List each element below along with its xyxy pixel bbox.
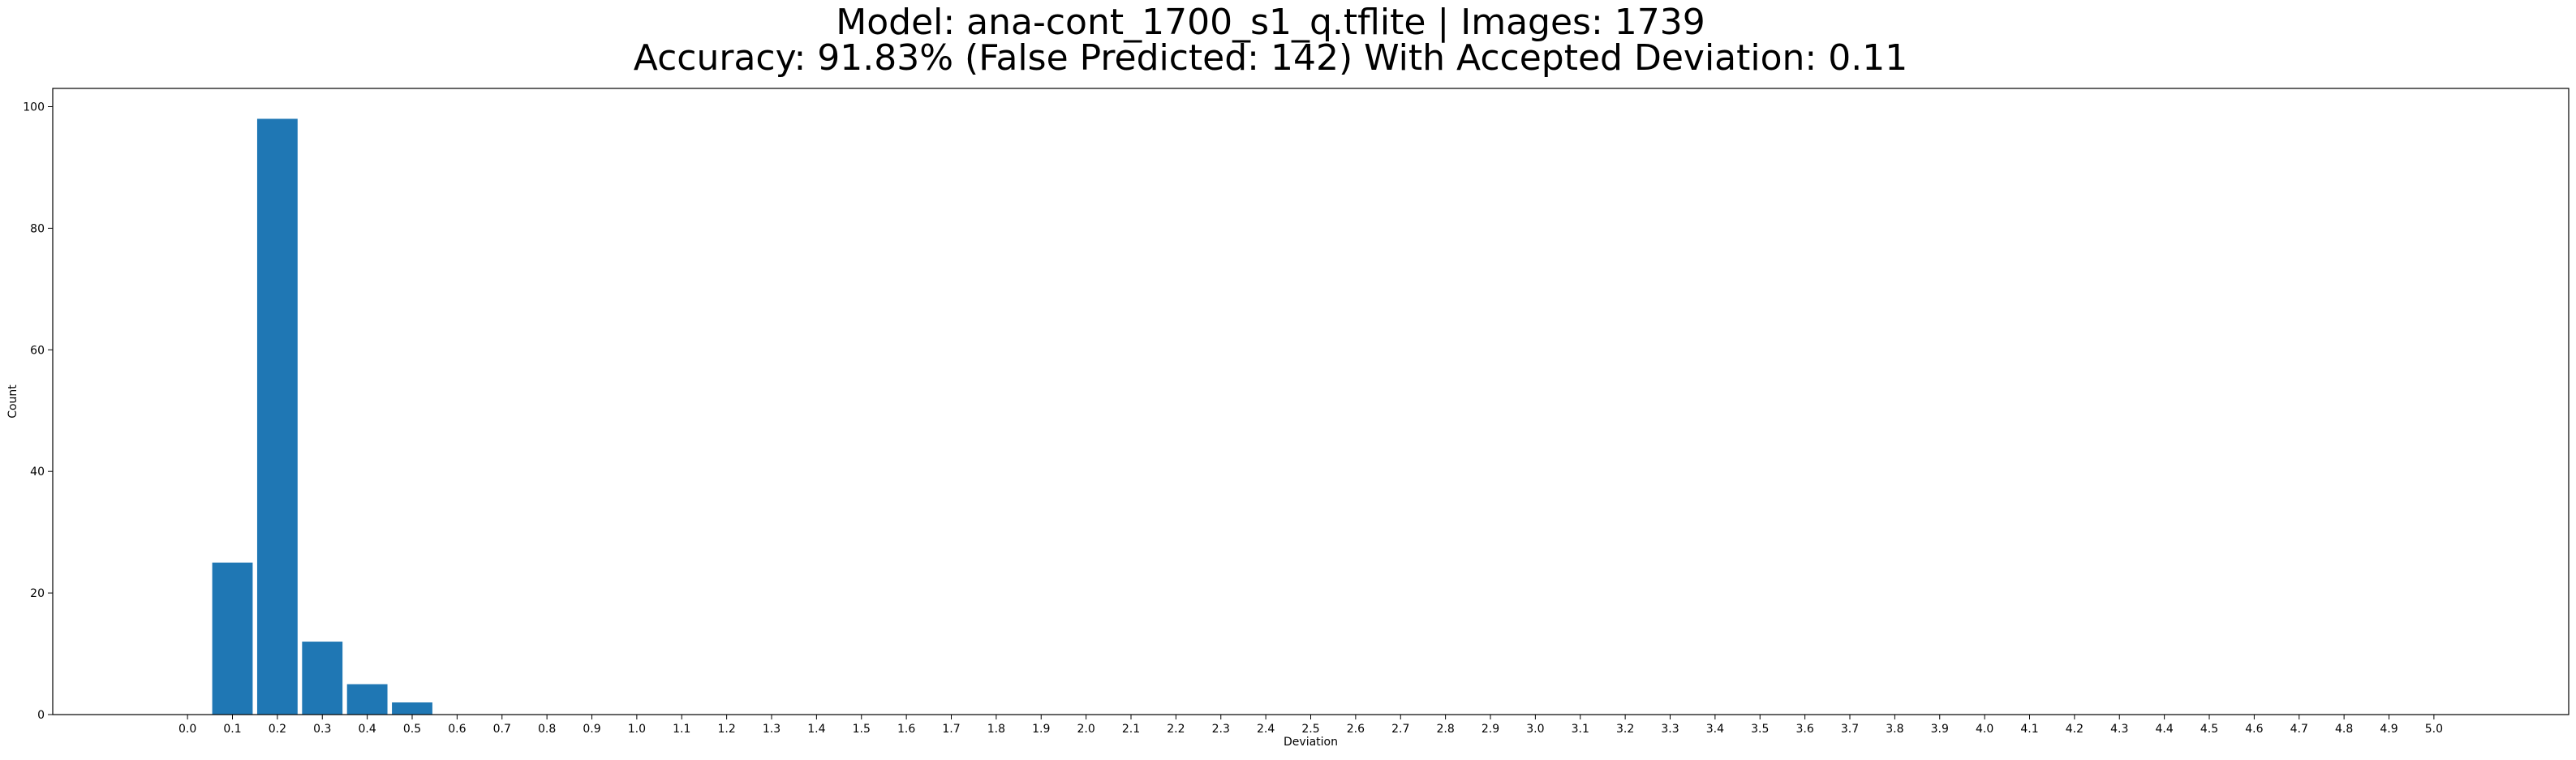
- y-axis-label: Count: [6, 384, 19, 419]
- x-tick-label: 0.1: [223, 723, 241, 736]
- x-tick-label: 0.0: [178, 723, 196, 736]
- y-tick-label: 60: [30, 344, 45, 357]
- x-tick-label: 0.7: [493, 723, 511, 736]
- x-tick-label: 1.0: [628, 723, 646, 736]
- x-tick-label: 0.4: [358, 723, 376, 736]
- x-tick-label: 4.3: [2110, 723, 2128, 736]
- bar-0.2: [256, 118, 298, 715]
- x-tick-label: 2.5: [1301, 723, 1319, 736]
- x-axis-label: Deviation: [1284, 736, 1338, 749]
- y-tick-label: 80: [30, 222, 45, 235]
- chart-title-line-2: Accuracy: 91.83% (False Predicted: 142) …: [634, 37, 1907, 79]
- x-tick-label: 1.2: [717, 723, 735, 736]
- x-tick-label: 2.0: [1077, 723, 1094, 736]
- x-tick-label: 1.1: [673, 723, 690, 736]
- x-tick-label: 4.7: [2290, 723, 2308, 736]
- x-tick-label: 2.8: [1436, 723, 1454, 736]
- x-tick-label: 1.8: [987, 723, 1005, 736]
- x-tick-label: 1.7: [942, 723, 960, 736]
- x-tick-label: 4.0: [1976, 723, 1993, 736]
- y-axis-ticks: 0 20 40 60 80 100: [23, 101, 53, 722]
- bars-layer: [212, 118, 432, 715]
- bar-0.5: [392, 702, 432, 715]
- bar-0.1: [212, 562, 253, 715]
- x-tick-label: 0.6: [448, 723, 466, 736]
- x-tick-label: 3.3: [1661, 723, 1679, 736]
- x-tick-label: 4.4: [2155, 723, 2173, 736]
- x-tick-label: 5.0: [2425, 723, 2443, 736]
- x-tick-label: 3.1: [1572, 723, 1589, 736]
- y-tick-label: 20: [30, 587, 45, 600]
- x-tick-label: 2.3: [1212, 723, 1230, 736]
- x-tick-label: 0.2: [269, 723, 286, 736]
- x-axis-ticks: 0.0 0.1 0.2 0.3 0.4 0.5 0.6 0.7 0.8 0.9 1.0 1.1 1.2 1…: [178, 715, 2443, 736]
- x-tick-label: 3.9: [1931, 723, 1949, 736]
- x-tick-label: 0.3: [313, 723, 331, 736]
- x-tick-label: 4.2: [2066, 723, 2084, 736]
- x-tick-label: 3.0: [1526, 723, 1544, 736]
- x-tick-label: 1.5: [853, 723, 871, 736]
- x-tick-label: 0.8: [538, 723, 556, 736]
- x-tick-label: 0.9: [583, 723, 600, 736]
- x-tick-label: 1.9: [1032, 723, 1050, 736]
- chart-title-line-1: Model: ana-cont_1700_s1_q.tflite | Image…: [836, 2, 1705, 43]
- y-tick-label: 100: [23, 101, 45, 114]
- x-tick-label: 3.8: [1886, 723, 1903, 736]
- x-tick-label: 1.3: [763, 723, 781, 736]
- x-tick-label: 3.5: [1751, 723, 1769, 736]
- x-tick-label: 4.8: [2335, 723, 2353, 736]
- bar-0.3: [302, 642, 343, 715]
- x-tick-label: 3.7: [1841, 723, 1859, 736]
- y-tick-label: 0: [37, 709, 45, 722]
- bar-0.4: [346, 684, 388, 715]
- x-tick-label: 3.4: [1706, 723, 1724, 736]
- y-tick-label: 40: [30, 466, 45, 479]
- x-tick-label: 4.5: [2200, 723, 2218, 736]
- x-tick-label: 2.7: [1391, 723, 1409, 736]
- x-tick-label: 2.4: [1257, 723, 1275, 736]
- x-tick-label: 4.6: [2245, 723, 2263, 736]
- x-tick-label: 0.5: [403, 723, 421, 736]
- x-tick-label: 4.1: [2020, 723, 2038, 736]
- x-tick-label: 3.6: [1795, 723, 1813, 736]
- x-tick-label: 2.6: [1347, 723, 1365, 736]
- x-tick-label: 2.1: [1122, 723, 1140, 736]
- x-tick-label: 3.2: [1616, 723, 1634, 736]
- x-tick-label: 4.9: [2380, 723, 2398, 736]
- x-tick-label: 1.6: [897, 723, 915, 736]
- x-tick-label: 2.2: [1167, 723, 1185, 736]
- plot-frame: [52, 88, 2570, 715]
- x-tick-label: 2.9: [1482, 723, 1499, 736]
- x-tick-label: 1.4: [807, 723, 825, 736]
